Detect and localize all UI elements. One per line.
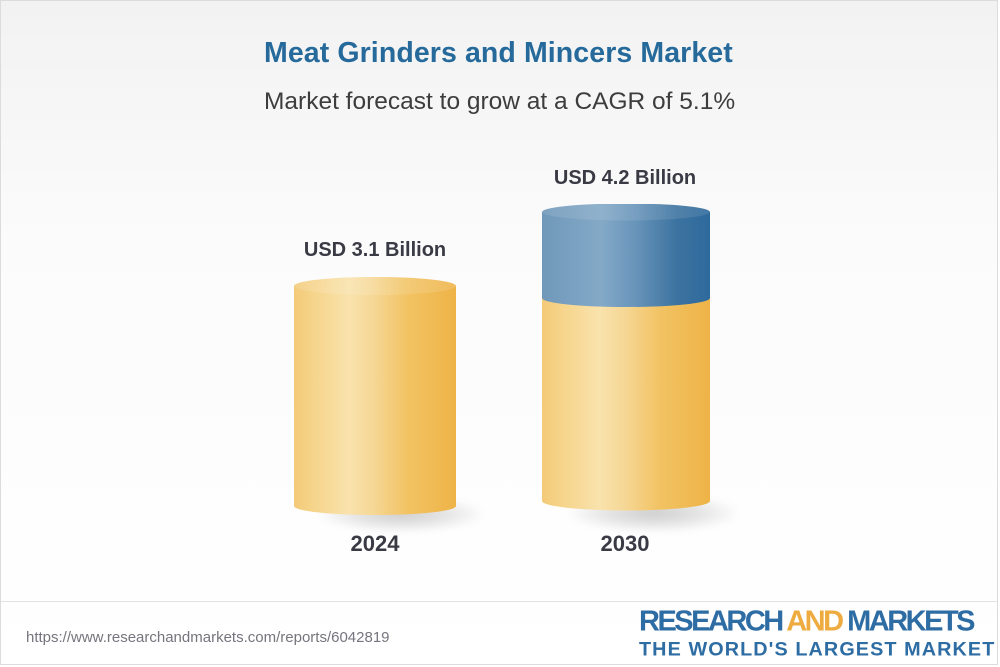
svg-text:THE WORLD'S LARGEST MARKET RES: THE WORLD'S LARGEST MARKET RESEARCH STOR… [639,639,998,661]
svg-text:RESEARCH AND MARKETS: RESEARCH AND MARKETS [639,606,975,638]
